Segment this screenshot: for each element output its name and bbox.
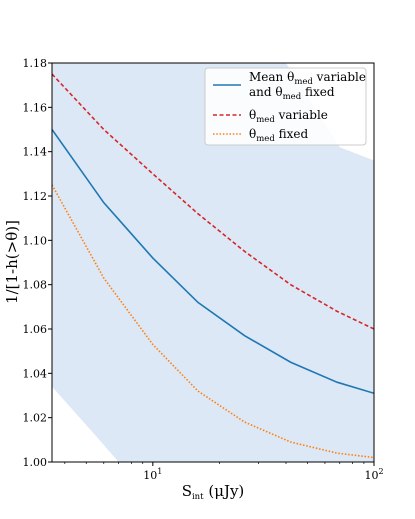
y-tick-label: 1.04 [23, 367, 48, 380]
y-tick-label: 1.10 [23, 234, 48, 247]
plot-frame [51, 62, 375, 463]
y-tick-label: 1.02 [23, 412, 48, 425]
legend-label-1: θmed variable [249, 108, 328, 125]
uncertainty-band [52, 63, 374, 462]
y-tick-label: 1.14 [23, 146, 48, 159]
series-line-2 [52, 184, 374, 459]
y-tick-label: 1.16 [23, 101, 48, 114]
series-line-1 [52, 73, 374, 330]
y-tick-label: 1.00 [23, 456, 48, 469]
y-tick-label: 1.06 [23, 323, 48, 336]
x-tick-label: 101 [143, 467, 162, 482]
legend-label-0: Mean θmed variable [249, 70, 366, 87]
y-tick-label: 1.18 [23, 57, 48, 70]
series-line-0 [52, 129, 374, 395]
legend-box [204, 67, 367, 146]
x-axis-label: Sint (μJy) [182, 482, 245, 502]
y-tick-label: 1.08 [23, 279, 48, 292]
legend-label-0-line2: and θmed fixed [249, 85, 335, 102]
y-axis-label: 1/[1-h(>θ)] [3, 220, 21, 304]
x-tick-label: 102 [364, 467, 383, 482]
y-tick-label: 1.12 [23, 190, 48, 203]
legend-label-2: θmed fixed [249, 127, 308, 144]
